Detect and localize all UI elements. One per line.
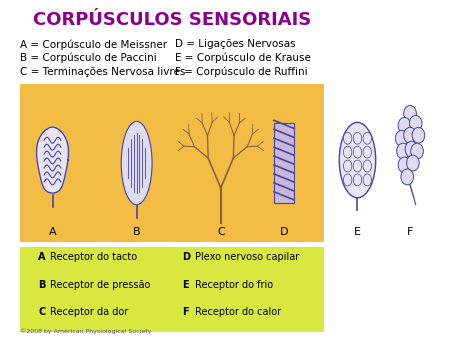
Text: C: C bbox=[38, 307, 45, 317]
Ellipse shape bbox=[405, 141, 418, 157]
Text: A: A bbox=[49, 227, 56, 237]
Ellipse shape bbox=[406, 155, 419, 171]
Ellipse shape bbox=[363, 174, 372, 186]
Text: B = Corpúsculo de Paccini: B = Corpúsculo de Paccini bbox=[19, 53, 156, 64]
Text: F = Corpúsculo de Ruffini: F = Corpúsculo de Ruffini bbox=[175, 67, 308, 77]
Ellipse shape bbox=[398, 157, 411, 173]
Text: F: F bbox=[407, 227, 413, 237]
Ellipse shape bbox=[121, 121, 152, 205]
Text: A: A bbox=[38, 252, 46, 262]
Text: E: E bbox=[182, 280, 189, 290]
Bar bbox=[274, 123, 294, 203]
Ellipse shape bbox=[404, 127, 416, 143]
Text: B: B bbox=[38, 280, 46, 290]
Ellipse shape bbox=[343, 160, 352, 172]
Ellipse shape bbox=[353, 132, 362, 144]
Text: C = Terminações Nervosa livres: C = Terminações Nervosa livres bbox=[19, 67, 185, 77]
Ellipse shape bbox=[363, 146, 372, 158]
Text: C: C bbox=[217, 227, 225, 237]
Text: B: B bbox=[133, 227, 140, 237]
Ellipse shape bbox=[343, 132, 352, 144]
Ellipse shape bbox=[396, 130, 408, 146]
Polygon shape bbox=[36, 127, 68, 193]
Ellipse shape bbox=[412, 127, 425, 143]
Ellipse shape bbox=[127, 138, 146, 188]
Ellipse shape bbox=[353, 160, 362, 172]
Text: Plexo nervoso capilar: Plexo nervoso capilar bbox=[195, 252, 299, 262]
Ellipse shape bbox=[353, 174, 362, 186]
Ellipse shape bbox=[410, 116, 422, 131]
Ellipse shape bbox=[339, 122, 376, 198]
Text: Receptor de pressão: Receptor de pressão bbox=[50, 280, 151, 290]
Ellipse shape bbox=[131, 147, 142, 179]
Text: Receptor do calor: Receptor do calor bbox=[195, 307, 281, 317]
Ellipse shape bbox=[125, 130, 148, 196]
Ellipse shape bbox=[411, 143, 423, 159]
Text: Receptor do frio: Receptor do frio bbox=[195, 280, 273, 290]
Ellipse shape bbox=[401, 169, 414, 185]
Text: D: D bbox=[182, 252, 190, 262]
Text: A = Corpúsculo de Meissner: A = Corpúsculo de Meissner bbox=[19, 39, 166, 50]
Ellipse shape bbox=[353, 146, 362, 158]
Text: CORPÚSCULOS SENSORIAIS: CORPÚSCULOS SENSORIAIS bbox=[32, 11, 311, 29]
Text: D: D bbox=[279, 227, 288, 237]
Ellipse shape bbox=[134, 155, 140, 171]
Ellipse shape bbox=[404, 105, 416, 121]
Text: ©2008 by American Physiological Society: ©2008 by American Physiological Society bbox=[19, 328, 151, 334]
Ellipse shape bbox=[397, 143, 410, 159]
Ellipse shape bbox=[363, 132, 372, 144]
Text: E = Corpúsculo de Krause: E = Corpúsculo de Krause bbox=[175, 53, 311, 64]
Ellipse shape bbox=[343, 146, 352, 158]
Text: D = Ligações Nervosas: D = Ligações Nervosas bbox=[175, 39, 296, 49]
Ellipse shape bbox=[343, 174, 352, 186]
Ellipse shape bbox=[398, 117, 411, 133]
Text: E: E bbox=[354, 227, 361, 237]
Text: F: F bbox=[182, 307, 189, 317]
Text: Receptor da dor: Receptor da dor bbox=[50, 307, 129, 317]
Bar bbox=[19, 84, 324, 242]
Bar bbox=[19, 247, 324, 332]
Text: Receptor do tacto: Receptor do tacto bbox=[50, 252, 138, 262]
Ellipse shape bbox=[363, 160, 372, 172]
